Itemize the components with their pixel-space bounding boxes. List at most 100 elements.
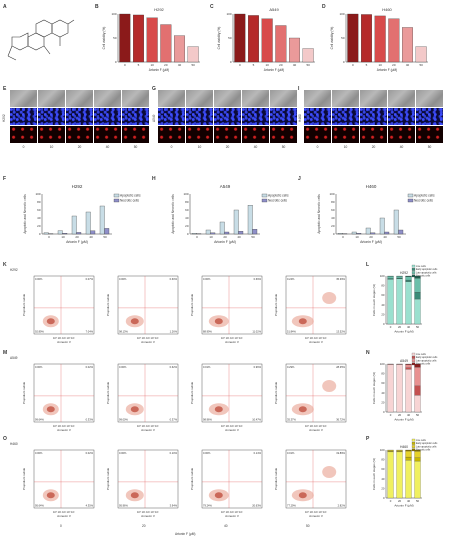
quadrant-ul: 0.29% [287, 365, 295, 369]
y-axis-label: Propidium iodide [190, 294, 194, 317]
micro-tick: 50 [133, 145, 138, 149]
stack-segment [396, 278, 403, 325]
bar [415, 46, 427, 63]
y-tick-label: 0 [383, 410, 385, 414]
x-ticks: 10⁰ 10¹ 10² 10³ 10⁴ [53, 424, 75, 428]
panel-letter-l: L [366, 262, 370, 268]
x-axis-label: Annexin V [309, 514, 323, 518]
plot-frame [33, 449, 95, 509]
legend-label: Early apoptotic cells [416, 268, 438, 271]
quadrant-ur: 0.14% [254, 451, 262, 455]
micro-bright [158, 90, 185, 107]
micro-label-h292: H292 [2, 114, 6, 122]
micro-dapi [242, 108, 269, 125]
micro-pi [270, 126, 297, 143]
x-tick-label: 0 [342, 235, 344, 239]
x-tick-label: 40 [237, 235, 241, 239]
micro-tick: 0 [170, 145, 173, 149]
stack-segment [387, 278, 394, 280]
micro-bright [38, 90, 65, 107]
quadrant-ul: 0.00% [35, 277, 43, 281]
quadrant-ul: 0.00% [203, 451, 211, 455]
cell-cluster-core [130, 406, 139, 413]
quadrant-ul: 0.24% [287, 277, 295, 281]
y-axis-label: Apoptotic and Necrotic cells [171, 194, 175, 234]
quadrant-lr: 7.04% [86, 330, 94, 334]
flow-plot: 0.00% 0.07% 92.89% 7.04% 10⁰ 10¹ 10² 10³ 10⁴… [22, 275, 95, 344]
flow-bottom-tick-1: 20 [142, 524, 146, 528]
x-axis-label: Annexin V [57, 340, 71, 344]
x-axis-label: Artonin F (μM) [394, 504, 413, 508]
micro-dapi [38, 108, 65, 125]
quadrant-ur: 19.89% [336, 451, 345, 455]
y-tick-label: 40 [381, 477, 385, 481]
plot-frame [201, 363, 263, 423]
x-tick-label: 50 [397, 235, 401, 239]
x-tick-label: 0 [239, 63, 241, 67]
micro-pi [214, 126, 241, 143]
stacked-chart-h460: H460 0 20 40 60 80 100 Cells in each stages (%)… [372, 438, 438, 508]
bar-necrotic [356, 233, 362, 235]
y-tick-label: 50 [228, 36, 232, 40]
legend-swatch [411, 442, 416, 445]
legend-swatch [411, 359, 416, 362]
cell-cluster-core [46, 492, 55, 499]
y-tick-label: 80 [381, 284, 385, 288]
x-tick-label: 20 [392, 63, 396, 67]
bar [119, 13, 131, 63]
legend-swatch [411, 356, 416, 359]
micro-bright [66, 90, 93, 107]
x-tick-label: 10 [355, 235, 359, 239]
x-ticks: 10⁰ 10¹ 10² 10³ 10⁴ [305, 510, 327, 514]
quadrant-ur: 0.62% [170, 365, 178, 369]
bar [374, 15, 386, 63]
stack-segment [396, 276, 403, 279]
quadrant-ur: 0.07% [86, 277, 94, 281]
micro-dapi [158, 108, 185, 125]
bar-necrotic [398, 229, 404, 235]
bar-apoptotic [85, 211, 91, 235]
bar-necrotic [224, 231, 230, 235]
stack-segment [405, 450, 412, 458]
y-tick-label: 0 [187, 232, 189, 236]
quadrant-ll: 51.84% [287, 330, 296, 334]
viability-chart-a549: A549 0 50 100 Cell viability (%) 0 5 10 20 40 50 Ar… [217, 7, 315, 72]
x-tick-label: 40 [383, 235, 387, 239]
quadrant-lr: 13.52% [336, 330, 345, 334]
y-axis-label: Cell viability (%) [330, 27, 334, 50]
bar [234, 13, 246, 63]
chart-title: A549 [220, 184, 231, 189]
y-tick-label: 100 [380, 274, 385, 278]
quadrant-ul: 0.00% [35, 365, 43, 369]
stack-segment [414, 278, 421, 293]
y-axis-label: Cell viability (%) [102, 27, 106, 50]
quadrant-lr: 4.35% [86, 504, 94, 508]
micro-tick: 20 [77, 145, 82, 149]
bar-necrotic [90, 230, 96, 235]
chart-title: H460 [366, 184, 377, 189]
y-tick-label: 60 [381, 467, 385, 471]
stack-segment [405, 364, 412, 368]
micro-tick: 10 [197, 145, 202, 149]
quadrant-ll: 92.89% [35, 330, 44, 334]
cell-cluster-core [298, 492, 307, 499]
x-tick-label: 40 [407, 413, 411, 417]
y-tick-label: 100 [35, 192, 40, 196]
plot-frame [33, 275, 95, 335]
bar [402, 27, 413, 63]
y-tick-label: 20 [37, 224, 41, 228]
legend-swatch [411, 264, 416, 268]
quadrant-ul: 0.00% [119, 277, 127, 281]
x-tick-label: 50 [416, 499, 420, 503]
stack-segment [405, 459, 412, 499]
bar-apoptotic [393, 209, 399, 235]
x-tick-label: 40 [293, 63, 297, 67]
flow-plot: 0.01% 19.89% 77.29% 2.82% 10⁰ 10¹ 10² 10³ 10… [274, 449, 347, 518]
micro-dapi [416, 108, 443, 125]
cell-cluster-core [214, 318, 223, 325]
bar [289, 37, 300, 63]
micro-dapi [360, 108, 387, 125]
x-ticks: 10⁰ 10¹ 10² 10³ 10⁴ [221, 424, 243, 428]
